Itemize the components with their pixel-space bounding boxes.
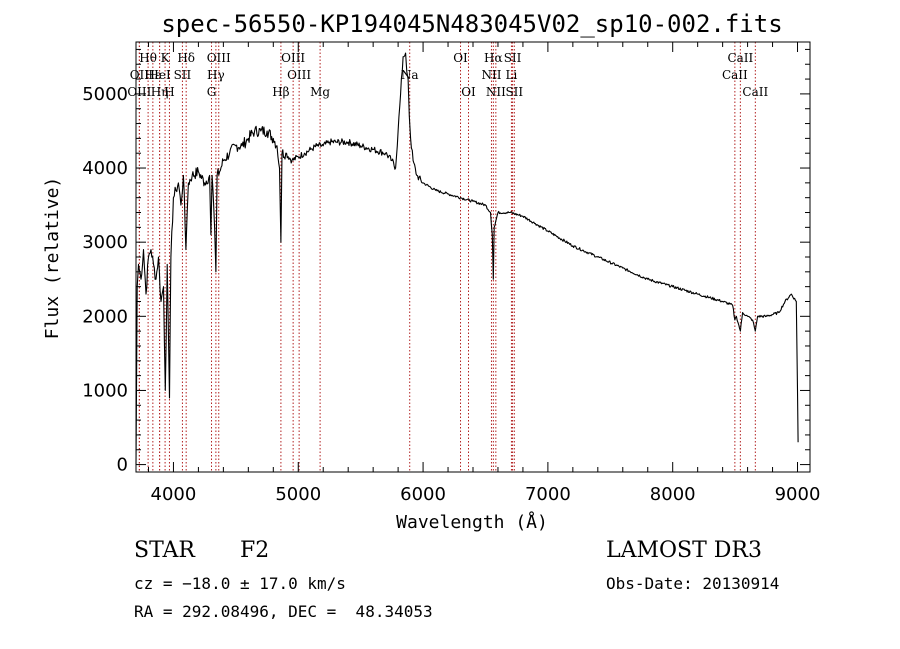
line-label-19: OI [461,85,476,99]
y-tick-label: 5000 [82,84,128,105]
line-label-28: CaII [742,85,768,99]
y-tick-label: 4000 [82,158,128,179]
object-subclass: F2 [240,538,270,563]
x-tick-label: 7000 [525,484,571,505]
line-label-10: OIII [207,51,231,65]
line-label-7: H [164,85,174,99]
line-label-17: Na [401,68,419,82]
line-label-1: OII [130,68,150,82]
line-label-2: OIII [127,85,151,99]
plot-frame [135,41,811,473]
y-axis: 0 1000 2000 3000 4000 5000 [82,48,810,476]
line-label-23: SII [504,51,522,65]
object-class: STAR [134,538,195,563]
line-label-24: Li [506,68,518,82]
y-tick-label: 3000 [82,232,128,253]
y-tick-label: 0 [117,455,128,476]
line-label-26: CaII [727,51,753,65]
line-label-12: G [207,85,217,99]
spectrum-line [135,52,799,465]
line-label-4: Hη [151,85,169,99]
spectrum-plot: spec-56550-KP194045N483045V02_sp10-002.f… [42,10,821,533]
x-tick-label: 9000 [775,484,821,505]
x-tick-label: 5000 [275,484,321,505]
line-label-3: Hε [145,68,162,82]
line-label-27: CaII [722,68,748,82]
line-label-8: SII [174,68,192,82]
line-label-18: OI [453,51,468,65]
survey-label: LAMOST DR3 [606,538,762,563]
line-label-15: OIII [287,68,311,82]
line-label-0: Hθ [139,51,157,65]
redshift-cz: cz = −18.0 ± 17.0 km/s [134,574,346,593]
coordinates: RA = 292.08496, DEC = 48.34053 [134,602,433,621]
line-label-5: K [161,51,171,65]
y-axis-title: Flux (relative) [42,177,63,340]
line-label-13: Hβ [272,85,289,99]
y-tick-label: 1000 [82,380,128,401]
x-axis-title: Wavelength (Å) [396,511,548,533]
x-axis: 4000 5000 6000 7000 8000 9000 [147,42,821,505]
observation-date: Obs-Date: 20130914 [606,574,780,593]
line-label-11: Hγ [207,68,225,82]
chart-title: spec-56550-KP194045N483045V02_sp10-002.f… [161,10,782,38]
line-label-20: Hα [484,51,503,65]
x-tick-label: 6000 [400,484,446,505]
line-label-25: SII [505,85,523,99]
y-tick-label: 2000 [82,306,128,327]
line-label-6: HeI [148,68,171,82]
line-label-9: Hδ [177,51,195,65]
x-tick-label: 8000 [650,484,696,505]
line-label-16: Mg [310,85,330,99]
line-label-21: NII [481,68,501,82]
line-label-14: OIII [281,51,305,65]
spectral-line-markers [138,42,756,472]
line-label-22: NII [486,85,506,99]
x-tick-label: 4000 [151,484,197,505]
